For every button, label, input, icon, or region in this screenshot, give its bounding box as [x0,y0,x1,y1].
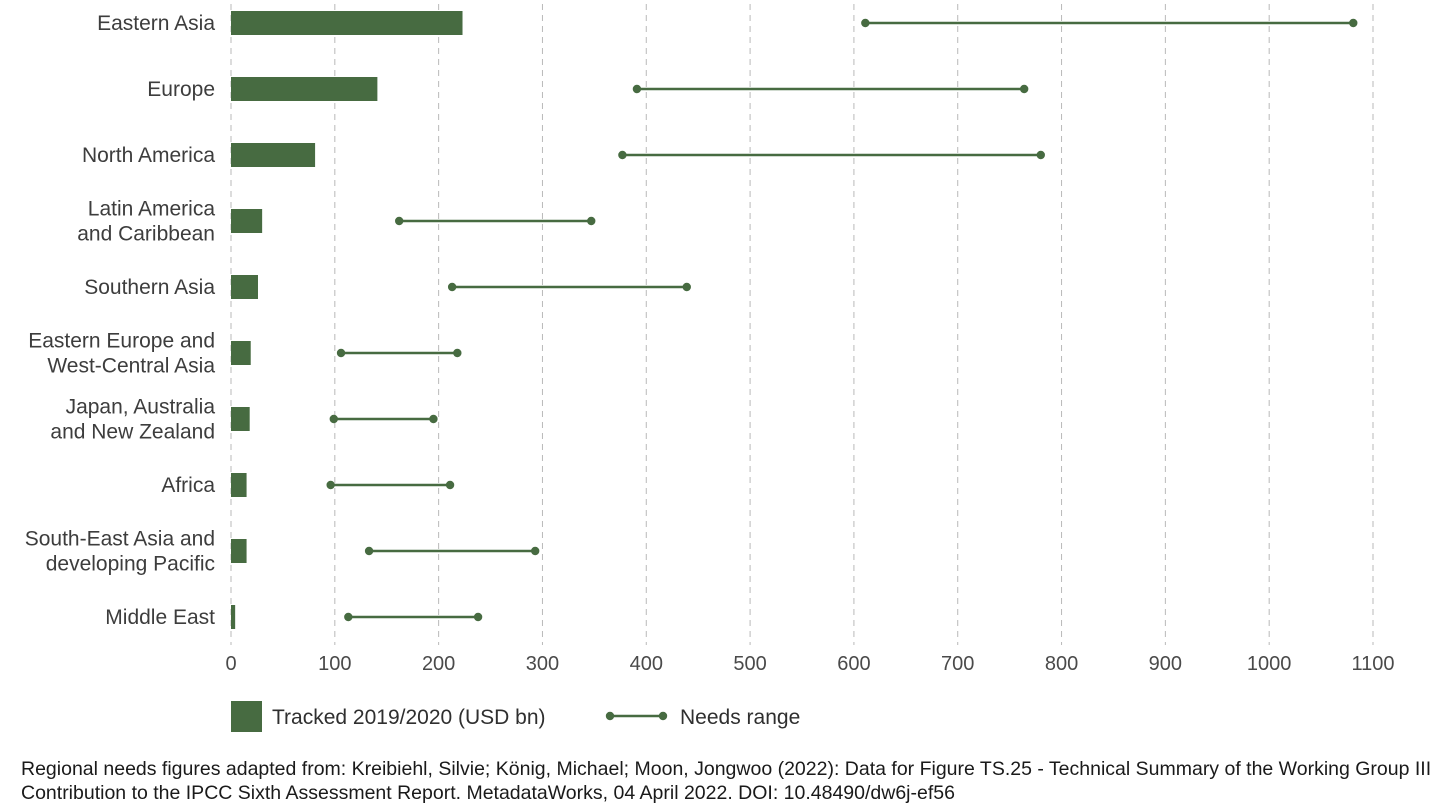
category-label-7: Africa [161,474,215,497]
needs-range-max-6 [429,414,438,424]
needs-range-max-2 [1036,150,1045,160]
needs-range-max-7 [445,480,455,490]
needs-range-min-3 [394,216,404,226]
needs-range-min-4 [447,282,457,292]
tracked-bar-0 [231,11,463,35]
tracked-bar-1 [231,77,378,101]
needs-range-min-8 [364,546,374,556]
category-label-2: North America [82,144,215,167]
tracked-bar-4 [231,275,258,299]
x-tick-label-600: 600 [837,653,870,675]
needs-range-min-1 [632,84,642,94]
legend-range-dot-left [605,711,615,721]
needs-range-max-5 [453,348,462,358]
grid-lines [230,4,1374,645]
needs-range-min-6 [329,414,338,424]
x-tick-label-400: 400 [630,653,663,675]
x-tick-label-100: 100 [318,653,351,675]
tracked-bars [231,11,463,629]
x-tick-label-500: 500 [733,653,766,675]
tracked-bar-3 [231,209,263,233]
needs-range-max-3 [587,216,596,226]
tracked-bar-8 [231,539,247,563]
legend-range-label: Needs range [680,706,800,729]
x-tick-label-0: 0 [225,653,236,675]
source-note: Regional needs figures adapted from: Kre… [21,758,1432,804]
x-tick-label-1000: 1000 [1247,653,1292,675]
needs-range-min-7 [326,480,335,490]
needs-range-max-0 [1349,18,1358,28]
needs-range-min-5 [336,348,346,358]
category-label-8: South-East Asia and developing Pacific [25,528,215,576]
category-label-9: Middle East [105,606,215,629]
legend-bar-swatch [231,701,262,732]
x-axis-ticks: 0 100 200 300 400 500 600 700 800 900 1000 1100 [225,653,1394,675]
category-labels: Eastern Asia Europe North America Latin Ame… [25,12,216,629]
needs-range-min-2 [618,150,627,160]
needs-range-min-0 [861,18,870,28]
category-label-6: Japan, Australia and New Zealand [50,396,215,444]
needs-range-min-9 [344,612,353,622]
tracked-bar-6 [231,407,250,431]
tracked-bar-2 [231,143,316,167]
x-tick-label-300: 300 [526,653,559,675]
category-label-5: Eastern Europe and West-Central Asia [28,330,215,378]
tracked-bar-9 [231,605,236,629]
category-label-0: Eastern Asia [97,12,215,35]
tracked-bar-5 [231,341,251,365]
needs-range-max-4 [682,282,691,292]
x-tick-label-700: 700 [941,653,974,675]
category-label-3: Latin America and Caribbean [77,198,215,246]
category-label-1: Europe [147,78,215,101]
x-tick-label-800: 800 [1045,653,1078,675]
tracked-bar-7 [231,473,247,497]
legend-range-dot-right [658,711,668,721]
needs-range-max-9 [473,612,483,622]
needs-ranges [326,18,1358,622]
x-tick-label-200: 200 [422,653,455,675]
needs-range-max-1 [1019,84,1029,94]
needs-range-max-8 [530,546,540,556]
category-label-4: Southern Asia [84,276,215,299]
legend-bar-label: Tracked 2019/2020 (USD bn) [272,706,546,729]
x-tick-label-900: 900 [1149,653,1182,675]
x-tick-label-1100: 1100 [1351,653,1394,675]
legend: Tracked 2019/2020 (USD bn) Needs range [231,701,800,732]
